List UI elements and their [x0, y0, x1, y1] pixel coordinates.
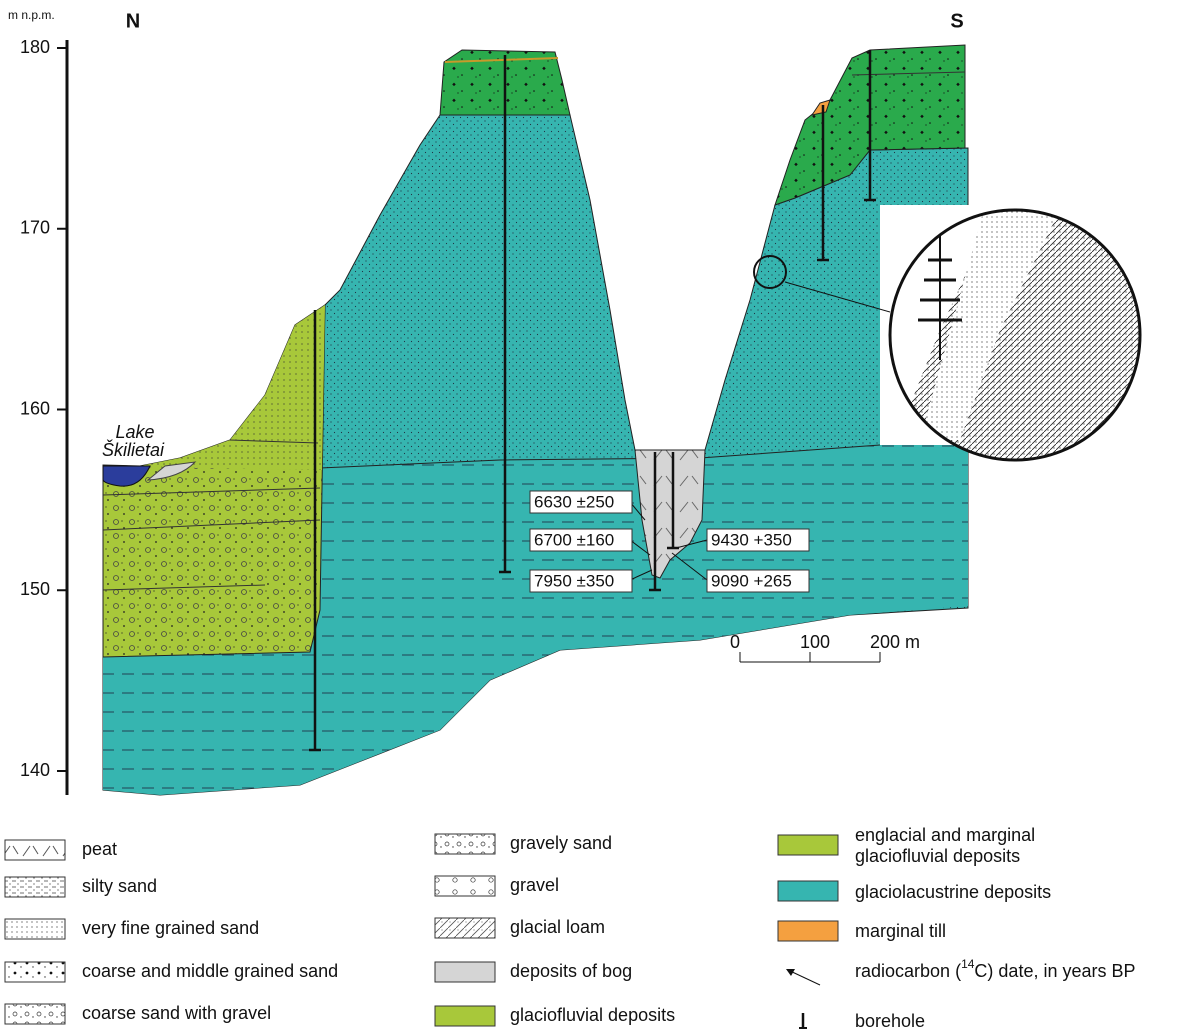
y-tick-label: 150	[20, 579, 50, 599]
legend-swatch	[4, 961, 66, 983]
radiocarbon-text: C) date, in years BP	[974, 961, 1135, 981]
legend-label: gravely sand	[510, 833, 612, 853]
date-box	[529, 490, 633, 514]
legend-label: glaciofluvial deposits	[510, 1005, 675, 1025]
legend-swatch	[4, 839, 66, 861]
dir-south: S	[950, 10, 963, 32]
legend-swatch	[434, 875, 496, 897]
section	[102, 44, 980, 796]
legend-label: very fine grained sand	[82, 918, 259, 938]
legend-swatch	[434, 961, 496, 983]
legend-arrow-head	[786, 969, 795, 976]
date-label: 7950 ±350	[534, 571, 614, 590]
scale-label: 200 m	[870, 632, 920, 652]
legend-swatch	[434, 917, 496, 939]
legend-swatch	[4, 876, 66, 898]
dates	[629, 501, 708, 581]
date-label: 6700 ±160	[534, 530, 614, 549]
lake	[102, 465, 151, 487]
legend-swatch	[4, 1003, 66, 1025]
legend-swatch	[434, 1005, 496, 1027]
legend-label: coarse sand with gravel	[82, 1003, 271, 1023]
legend-label: deposits of bog	[510, 961, 632, 981]
date-box	[529, 569, 633, 593]
boreholes	[309, 50, 876, 752]
date-box	[529, 528, 633, 552]
legend-swatch	[4, 918, 66, 940]
lake-label: Lake	[115, 422, 154, 442]
legend-label: peat	[82, 839, 117, 859]
date-label: 9090 +265	[711, 571, 792, 590]
legend-swatch	[777, 834, 839, 856]
y-tick-label: 160	[20, 398, 50, 418]
radiocarbon-sup: 14	[961, 957, 975, 971]
y-tick-label: 170	[20, 218, 50, 238]
legend-label: radiocarbon (14C) date, in years BP	[855, 957, 1136, 981]
legend-swatch	[777, 880, 839, 902]
legend-label: glaciolacustrine deposits	[855, 882, 1051, 902]
legend-swatch	[434, 833, 496, 855]
legend-label: gravel	[510, 875, 559, 895]
bog	[634, 449, 706, 579]
legend-label: coarse and middle grained sand	[82, 961, 338, 981]
legend-label: glaciofluvial deposits	[855, 846, 1020, 866]
legend-swatch	[777, 920, 839, 942]
dir-north: N	[126, 10, 140, 32]
legend-label: glacial loam	[510, 917, 605, 937]
legend-label: marginal till	[855, 921, 946, 941]
lake-label: Škilietai	[102, 439, 165, 460]
axis-unit: m n.p.m.	[8, 8, 55, 22]
inset	[753, 208, 1142, 462]
legend-label: silty sand	[82, 876, 157, 896]
date-box	[706, 569, 810, 593]
legend-label: englacial and marginal	[855, 825, 1035, 845]
radiocarbon-text: radiocarbon (	[855, 961, 961, 981]
date-label: 9430 +350	[711, 530, 792, 549]
legend-label: borehole	[855, 1011, 925, 1031]
scale-label: 100	[800, 632, 830, 652]
legend-arrow	[787, 969, 821, 986]
date-label: 6630 ±250	[534, 492, 614, 511]
till	[810, 99, 831, 116]
scale-label: 0	[730, 632, 740, 652]
y-tick-label: 180	[20, 37, 50, 57]
y-tick-label: 140	[20, 760, 50, 780]
date-box	[706, 528, 810, 552]
